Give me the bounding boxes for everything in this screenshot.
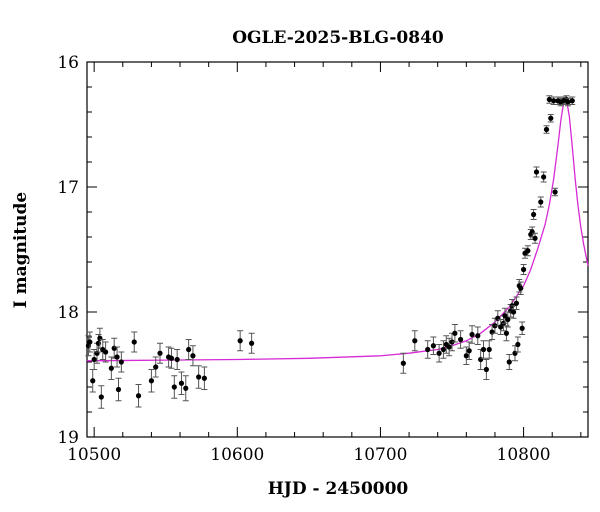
data-point xyxy=(532,235,538,241)
data-point xyxy=(135,393,142,399)
data-point xyxy=(565,99,571,105)
data-point xyxy=(548,115,554,121)
data-point xyxy=(505,316,511,323)
data-point xyxy=(520,266,527,273)
data-point xyxy=(543,126,550,133)
data-point xyxy=(510,309,517,315)
y-tick-label: 17 xyxy=(57,178,79,198)
data-point xyxy=(480,346,487,353)
data-point xyxy=(458,336,464,343)
x-axis-title: HJD - 2450000 xyxy=(268,479,409,499)
plot-frame xyxy=(86,61,589,438)
data-point xyxy=(538,199,544,205)
data-point xyxy=(513,300,520,306)
data-point xyxy=(506,359,512,365)
data-point xyxy=(502,313,508,319)
data-point xyxy=(483,366,489,373)
data-point xyxy=(103,349,109,355)
model-curve xyxy=(86,98,589,362)
data-point xyxy=(157,350,163,356)
data-point xyxy=(498,324,504,330)
data-point xyxy=(153,364,159,370)
data-point xyxy=(190,353,196,359)
x-tick-label: 10500 xyxy=(67,445,121,465)
x-tick-label: 10700 xyxy=(353,445,407,465)
data-point xyxy=(249,340,255,346)
data-point xyxy=(518,285,524,291)
data-point xyxy=(91,356,97,363)
data-point xyxy=(503,330,510,336)
data-point xyxy=(111,345,117,351)
y-tick-label: 19 xyxy=(57,428,79,448)
y-axis-title: I magnitude xyxy=(11,192,31,309)
data-point xyxy=(486,346,492,353)
data-point xyxy=(515,341,521,348)
data-point xyxy=(114,354,120,360)
data-point xyxy=(118,359,124,365)
data-point xyxy=(478,356,484,363)
data-point xyxy=(546,96,552,103)
chart-title: OGLE-2025-BLG-0840 xyxy=(232,28,444,48)
data-point xyxy=(196,374,202,380)
data-point xyxy=(430,343,437,349)
data-point xyxy=(97,335,103,341)
data-point xyxy=(541,174,547,180)
x-tick-label: 10600 xyxy=(210,445,264,465)
data-point xyxy=(148,378,155,384)
y-tick-label: 18 xyxy=(57,303,79,323)
data-point xyxy=(98,394,104,400)
data-point xyxy=(201,375,207,381)
data-point xyxy=(115,386,122,393)
data-point xyxy=(131,339,137,345)
data-point xyxy=(475,333,481,339)
data-point xyxy=(551,98,557,104)
data-point xyxy=(87,339,93,345)
data-point xyxy=(168,355,175,361)
data-point xyxy=(512,350,518,356)
data-point xyxy=(489,329,495,335)
data-point xyxy=(440,346,447,353)
data-point xyxy=(425,346,431,353)
data-point xyxy=(552,189,558,195)
x-tick-label: 10800 xyxy=(497,445,551,465)
data-point xyxy=(469,331,475,338)
data-point xyxy=(519,325,525,331)
data-point xyxy=(90,378,96,384)
data-point xyxy=(183,385,189,391)
data-point xyxy=(452,330,458,336)
data-point xyxy=(463,353,469,359)
data-point xyxy=(178,380,185,386)
data-point xyxy=(529,229,535,235)
data-point xyxy=(446,344,452,350)
data-point xyxy=(412,338,418,344)
data-point xyxy=(108,365,114,371)
data-point xyxy=(436,350,442,356)
data-point xyxy=(237,338,243,344)
data-point xyxy=(533,169,540,175)
data-point xyxy=(569,98,575,104)
y-tick-label: 16 xyxy=(57,53,79,73)
data-point xyxy=(531,211,537,218)
data-point xyxy=(495,315,501,321)
data-point xyxy=(466,348,472,354)
data-point xyxy=(174,356,180,363)
data-point xyxy=(525,248,531,254)
data-point xyxy=(186,346,192,353)
data-point xyxy=(171,384,177,390)
data-point xyxy=(400,360,406,366)
